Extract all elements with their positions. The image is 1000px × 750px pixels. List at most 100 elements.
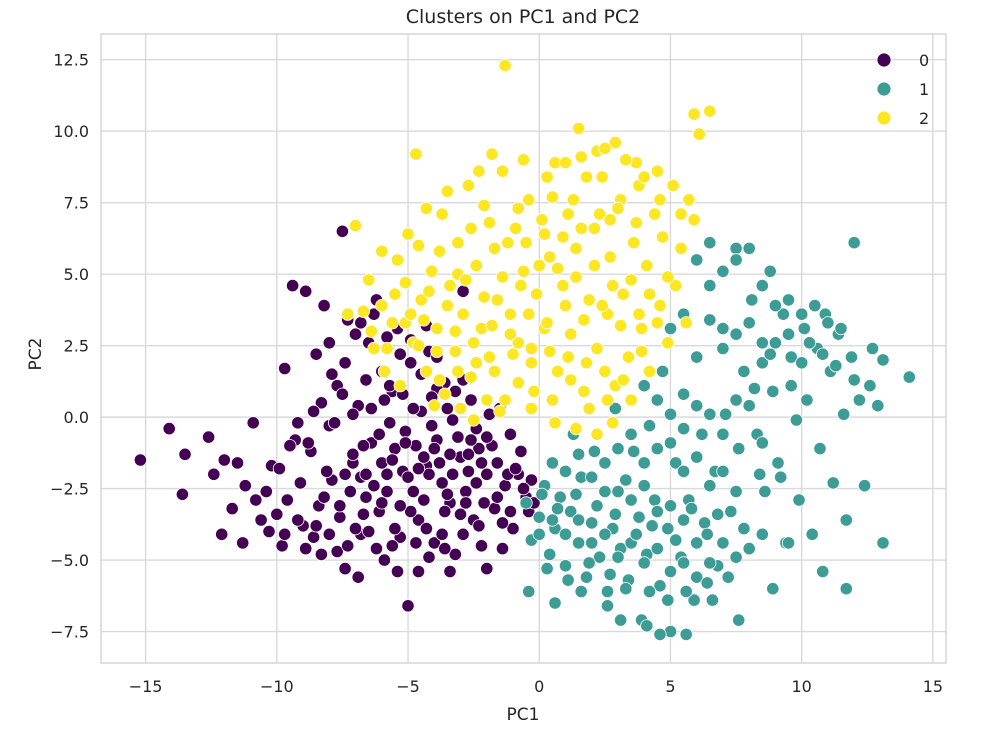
scatter-point [564, 327, 578, 341]
scatter-point [427, 441, 441, 456]
scatter-point [679, 627, 693, 642]
scatter-point [564, 504, 578, 519]
scatter-point [333, 499, 347, 513]
scatter-point [375, 298, 389, 313]
scatter-point [346, 407, 360, 421]
scatter-point [703, 104, 717, 118]
scatter-point [697, 516, 712, 530]
scatter-point [356, 507, 370, 521]
scatter-point [377, 393, 391, 407]
scatter-point [642, 364, 657, 378]
scatter-point [380, 341, 394, 356]
scatter-point [461, 447, 475, 461]
scatter-point [514, 444, 528, 458]
scatter-point [543, 547, 557, 562]
scatter-point [590, 499, 604, 513]
scatter-point [690, 570, 704, 584]
scatter-point [299, 284, 313, 298]
x-tick-label: −5 [396, 677, 420, 696]
scatter-point [388, 287, 402, 301]
scatter-point [661, 270, 675, 284]
scatter-point [506, 521, 520, 536]
scatter-point [582, 556, 596, 570]
scatter-point [498, 393, 512, 407]
scatter-point [548, 416, 562, 430]
scatter-point [755, 356, 769, 370]
scatter-point [409, 147, 423, 161]
scatter-point [763, 347, 777, 361]
scatter-point [826, 476, 840, 490]
scatter-point [648, 207, 662, 221]
scatter-point [540, 170, 554, 184]
scatter-point [637, 556, 651, 570]
scatter-point [634, 321, 649, 336]
scatter-point [642, 584, 657, 599]
y-tick-label: −5.0 [50, 551, 89, 570]
scatter-point [456, 307, 470, 321]
scatter-point [561, 350, 575, 364]
scatter-point [703, 236, 717, 250]
scatter-point [377, 553, 391, 567]
scatter-point [676, 464, 691, 478]
scatter-point [398, 276, 412, 290]
series-2 [341, 58, 717, 441]
scatter-point [661, 593, 675, 607]
scatter-point [669, 533, 683, 547]
scatter-point [805, 527, 819, 541]
scatter-point [448, 547, 462, 562]
x-tick-label: −15 [129, 677, 163, 696]
scatter-point [600, 599, 615, 613]
scatter-point [490, 293, 504, 307]
scatter-point [729, 241, 743, 255]
scatter-point [679, 584, 693, 599]
scatter-point [716, 341, 730, 356]
scatter-point [390, 253, 405, 267]
scatter-point [451, 364, 465, 378]
legend-marker [876, 110, 892, 126]
scatter-point [624, 493, 638, 507]
scatter-point [582, 401, 596, 416]
scatter-point [592, 207, 607, 221]
scatter-point [506, 347, 520, 361]
scatter-point [464, 433, 478, 447]
scatter-point [529, 287, 544, 301]
scatter-point [487, 364, 502, 378]
scatter-point [383, 416, 397, 430]
scatter-point [472, 519, 486, 533]
scatter-point [795, 356, 809, 370]
scatter-point [346, 447, 360, 461]
scatter-point [314, 396, 328, 410]
scatter-point [687, 107, 701, 121]
scatter-point [650, 541, 664, 556]
scatter-point [550, 261, 565, 275]
scatter-point [598, 527, 612, 541]
scatter-point [703, 407, 717, 421]
scatter-point [655, 230, 670, 244]
scatter-point [306, 404, 321, 418]
scatter-point [653, 298, 667, 313]
x-tick-label: 15 [923, 677, 943, 696]
scatter-point [417, 450, 431, 464]
scatter-point [768, 336, 783, 350]
scatter-point [335, 224, 349, 238]
scatter-point [522, 584, 536, 599]
x-axis-ticks: −15 −10 −5 0 5 10 15 [129, 677, 943, 696]
scatter-point [535, 213, 549, 227]
scatter-point [566, 193, 581, 207]
scatter-point [865, 341, 880, 356]
scatter-point [485, 318, 499, 333]
scatter-point [230, 456, 245, 470]
scatter-point [548, 596, 562, 610]
scatter-point [571, 121, 586, 135]
scatter-point [703, 556, 717, 570]
scatter-point [797, 321, 811, 336]
scatter-point [133, 453, 147, 467]
scatter-point [466, 336, 481, 350]
legend: 0 1 2 [876, 51, 929, 128]
scatter-point [367, 479, 381, 493]
scatter-point [524, 473, 539, 487]
scatter-point [411, 239, 426, 253]
scatter-point [598, 364, 612, 378]
scatter-point [474, 539, 489, 553]
scatter-point [781, 536, 796, 550]
